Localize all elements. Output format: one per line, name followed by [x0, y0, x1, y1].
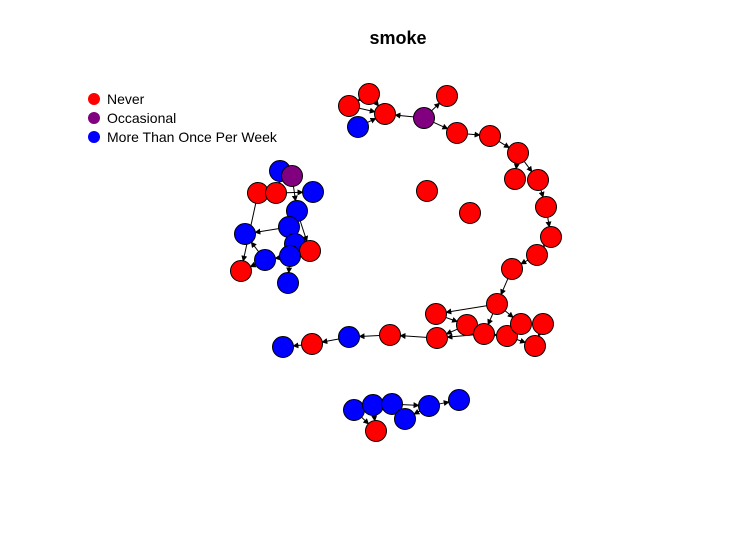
legend-label-weekly: More Than Once Per Week: [107, 129, 277, 145]
edge-4: [394, 112, 414, 119]
node-33: [265, 182, 287, 204]
plot-title: smoke: [369, 28, 427, 48]
edge-16: [445, 305, 487, 315]
edge-3: [367, 118, 377, 124]
node-26: [301, 333, 323, 355]
node-layer: [230, 83, 562, 442]
node-29: [459, 202, 481, 224]
node-50: [365, 420, 387, 442]
node-9: [527, 169, 549, 191]
edge-10: [513, 163, 520, 170]
edge-43: [250, 241, 259, 252]
edge-50: [402, 402, 420, 409]
edge-1: [359, 107, 376, 114]
node-10: [504, 168, 526, 190]
node-40: [279, 245, 301, 267]
node-24: [379, 324, 401, 346]
edge-8: [498, 141, 510, 149]
legend-marker-occasional: [88, 112, 100, 124]
node-21: [532, 313, 554, 335]
edge-54: [361, 416, 370, 425]
node-19: [496, 325, 518, 347]
node-42: [230, 260, 252, 282]
node-8: [507, 142, 529, 164]
edge-27: [358, 333, 380, 340]
edge-47: [299, 220, 309, 242]
node-43: [277, 272, 299, 294]
node-22: [524, 335, 546, 357]
node-44: [343, 399, 365, 421]
node-0: [358, 83, 380, 105]
edge-2: [372, 100, 380, 107]
node-28: [416, 180, 438, 202]
edge-38: [254, 228, 279, 235]
edge-17: [445, 316, 459, 323]
edge-42: [274, 254, 281, 261]
edge-24: [504, 310, 514, 318]
edge-11: [538, 189, 545, 198]
node-25: [338, 326, 360, 348]
node-4: [413, 107, 435, 129]
node-18: [473, 323, 495, 345]
edge-23: [516, 337, 527, 344]
edge-7: [467, 131, 481, 138]
edge-15: [500, 278, 509, 296]
node-16: [425, 303, 447, 325]
edge-25: [445, 328, 458, 335]
edge-51: [439, 400, 450, 406]
legend-label-never: Never: [107, 91, 145, 107]
node-2: [374, 103, 396, 125]
node-1: [338, 95, 360, 117]
node-41: [254, 249, 276, 271]
node-20: [510, 313, 532, 335]
node-23: [426, 327, 448, 349]
node-39: [299, 240, 321, 262]
edge-28: [321, 338, 339, 345]
edge-6: [433, 121, 449, 130]
edge-53: [371, 415, 378, 422]
edge-26: [399, 332, 427, 339]
node-31: [281, 165, 303, 187]
legend-label-occasional: Occasional: [107, 110, 177, 126]
edge-5: [431, 102, 441, 112]
node-12: [540, 226, 562, 248]
node-3: [347, 116, 369, 138]
node-17: [456, 314, 478, 336]
edge-44: [249, 261, 257, 268]
node-34: [302, 181, 324, 203]
node-11: [535, 196, 557, 218]
node-27: [272, 336, 294, 358]
node-14: [501, 258, 523, 280]
node-5: [436, 85, 458, 107]
node-49: [394, 408, 416, 430]
node-46: [381, 393, 403, 415]
edge-29: [292, 342, 302, 349]
edge-14: [520, 258, 529, 265]
edge-31: [487, 313, 494, 326]
node-48: [448, 389, 470, 411]
node-47: [418, 395, 440, 417]
node-37: [234, 223, 256, 245]
node-6: [446, 122, 468, 144]
legend-marker-never: [88, 93, 100, 105]
node-45: [362, 394, 384, 416]
edge-9: [523, 161, 533, 173]
node-15: [486, 293, 508, 315]
edge-36: [291, 186, 298, 202]
edge-55: [413, 408, 421, 415]
edge-12: [545, 217, 552, 228]
node-7: [479, 125, 501, 147]
node-13: [526, 244, 548, 266]
legend-marker-weekly: [88, 131, 100, 143]
